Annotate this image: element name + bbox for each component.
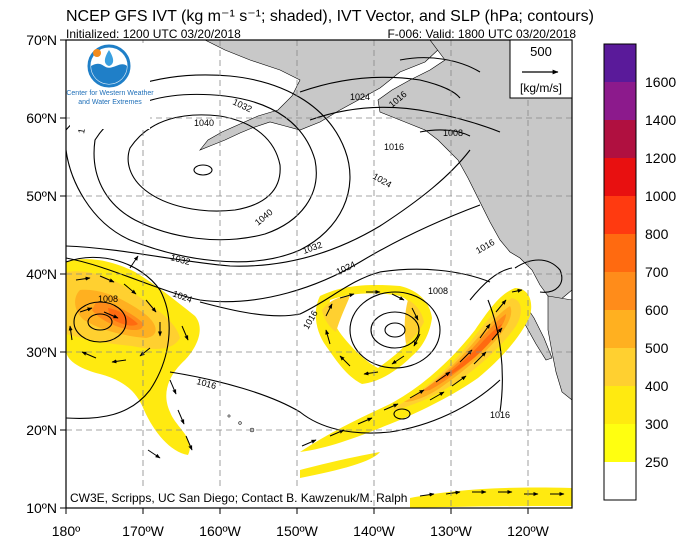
ivt-south-band [410,487,572,508]
colorbar-swatch [604,272,636,311]
lon-label: 130ºW [430,523,472,539]
colorbar-swatch [604,310,636,349]
logo-sun-icon [93,49,101,57]
colorbar-swatch [604,234,636,273]
logo-wave-icon [91,63,127,84]
colorbar-label: 300 [645,416,669,432]
lat-label: 10ºN [26,500,57,516]
colorbar-swatch [604,462,636,501]
colorbar-label: 700 [645,264,669,280]
valid-time: F-006: Valid: 1800 UTC 03/20/2018 [387,27,576,41]
cw3e-logo: Center for Western Weather and Water Ext… [66,43,154,129]
colorbar-label: 1200 [645,150,676,166]
initialized-time: Initialized: 1200 UTC 03/20/2018 [66,27,241,41]
colorbar-swatch [604,82,636,121]
hawaii-island [238,421,242,425]
lon-label: 170ºW [122,523,164,539]
lon-label: 180º [52,523,80,539]
lat-label: 20ºN [26,422,57,438]
slp-label: 1016 [490,410,510,420]
reference-vector-value: 500 [530,44,552,59]
colorbar: 1600 1400 1200 1000 800 700 600 500 400 … [603,43,676,501]
credit-background [68,488,338,506]
logo-text-line1: Center for Western Weather [66,90,154,97]
slp-label: 1016 [384,142,404,152]
lat-label: 40ºN [26,266,57,282]
slp-label: 1024 [350,92,370,102]
colorbar-label: 1600 [645,74,676,90]
lat-label: 50ºN [26,188,57,204]
colorbar-swatch [604,424,636,463]
colorbar-label: 800 [645,226,669,242]
colorbar-swatch [604,44,636,83]
colorbar-labels: 1600 1400 1200 1000 800 700 600 500 400 … [645,74,676,470]
latitude-labels: 70ºN 60ºN 50ºN 40ºN 30ºN 20ºN 10ºN [26,32,57,516]
colorbar-swatch [604,196,636,235]
colorbar-label: 1400 [645,112,676,128]
reference-vector-unit: [kg/m/s] [520,81,562,95]
lon-label: 150ºW [276,523,318,539]
map-title: NCEP GFS IVT (kg m⁻¹ s⁻¹; shaded), IVT V… [66,8,594,25]
logo-drop-icon [104,50,114,66]
graticule [66,40,572,508]
colorbar-swatch [604,348,636,387]
lon-label: 140ºW [353,523,395,539]
reference-vector-frame [509,39,573,99]
mexico-land [547,295,572,401]
lat-label: 60ºN [26,110,57,126]
slp-label: 1008 [428,286,448,296]
credit-text: CW3E, Scripps, UC San Diego; Contact B. … [70,491,407,505]
lat-label: 30ºN [26,344,57,360]
colorbar-label: 500 [645,340,669,356]
logo-text-line2: and Water Extremes [78,99,142,106]
colorbar-label: 250 [645,454,669,470]
lon-label: 120ºW [507,523,549,539]
north-america-land [377,40,572,301]
hawaii-island [227,414,231,418]
reference-vector-box: 500 [kg/m/s] [509,39,573,99]
slp-label: 1008 [443,128,463,138]
colorbar-label: 1000 [645,188,676,204]
colorbar-swatch [604,120,636,159]
axis-ticks [60,39,529,514]
slp-label: 1040 [194,118,214,128]
colorbar-label: 600 [645,302,669,318]
lat-label: 70ºN [26,32,57,48]
slp-label: 1008 [98,294,118,304]
colorbar-frame [603,43,637,501]
lon-label: 160ºW [199,523,241,539]
colorbar-swatch [604,386,636,425]
ivt-vectors [68,255,565,497]
colorbar-label: 400 [645,378,669,394]
slp-contours [66,57,563,434]
longitude-labels: 180º 170ºW 160ºW 150ºW 140ºW 130ºW 120ºW [52,523,550,539]
alaska-land [199,40,441,151]
colorbar-swatch [604,158,636,197]
